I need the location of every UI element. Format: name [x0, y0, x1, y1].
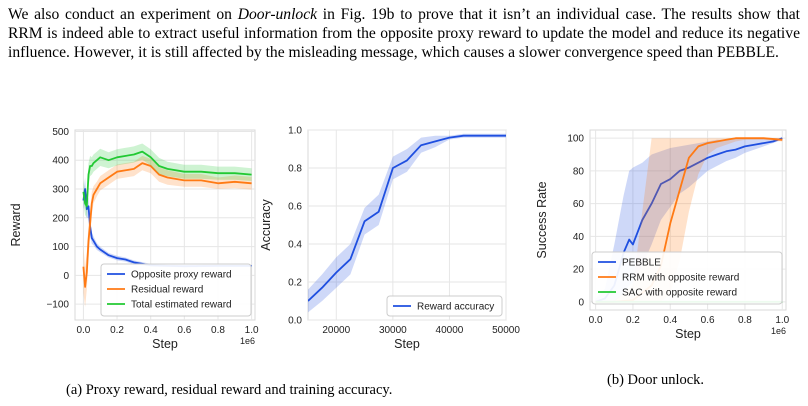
success-rate-chart: 0 20 40 60 80 100 0.0 0.2 0.4 0.6 0.8 1.0 Step Succes…: [530, 118, 808, 358]
y-axis-label: Reward: [9, 203, 23, 246]
x-tick-label: 0.8: [738, 315, 752, 326]
caption-b: (b) Door unlock.: [607, 372, 705, 388]
y-tick-label: 0.4: [288, 240, 302, 251]
paragraph-part-2: in Fig. 19b to prove that it isn’t an in…: [8, 6, 800, 61]
x-offset-label: 1e6: [240, 336, 255, 346]
x-tick-label: 30000: [379, 325, 407, 336]
x-tick-label: 0.0: [589, 315, 603, 326]
x-axis-label: Step: [152, 337, 178, 351]
accuracy-chart: 0.0 0.2 0.4 0.6 0.8 1.0 20000 30000 40000 50000 St…: [259, 118, 520, 358]
x-tick-label: 0.6: [177, 325, 191, 336]
y-tick-label: 0.2: [288, 278, 302, 289]
legend-label: Total estimated reward: [131, 300, 232, 311]
x-offset-label: 1e6: [771, 326, 786, 336]
legend-label: SAC with opposite reward: [622, 288, 737, 299]
y-tick-label: 400: [52, 156, 69, 167]
x-tick-label: 1.0: [245, 325, 259, 336]
y-tick-label: 200: [52, 213, 69, 224]
y-tick-label: 20: [573, 265, 585, 276]
y-tick-label: 60: [573, 199, 585, 210]
legend-label: PEBBLE: [622, 258, 661, 269]
legend-label: Reward accuracy: [417, 302, 494, 313]
y-tick-label: 0: [578, 297, 584, 308]
y-tick-label: 300: [52, 185, 69, 196]
y-tick-label: 500: [52, 127, 69, 138]
confidence-band-2: [83, 143, 252, 218]
caption-a: (a) Proxy reward, residual reward and tr…: [66, 382, 393, 398]
y-tick-label: 80: [573, 166, 585, 177]
x-tick-label: 0.2: [110, 325, 124, 336]
x-tick-label: 0.2: [626, 315, 640, 326]
x-tick-label: 40000: [436, 325, 464, 336]
y-tick-label: 0: [63, 271, 69, 282]
legend: PEBBLE RRM with opposite reward SAC with o…: [591, 251, 783, 305]
series-line-2: [82, 150, 252, 208]
legend-label: RRM with opposite reward: [622, 273, 739, 284]
paragraph-part-1: We also conduct an experiment on: [8, 6, 238, 23]
x-tick-label: 1.0: [775, 315, 789, 326]
y-tick-label: 40: [573, 232, 585, 243]
y-tick-label: −100: [46, 300, 69, 311]
y-axis-label: Accuracy: [259, 199, 273, 251]
x-tick-label: 50000: [492, 325, 520, 336]
x-tick-label: 0.8: [211, 325, 225, 336]
y-tick-label: 0.0: [288, 316, 302, 327]
legend: Opposite proxy reward Residual reward Tota…: [100, 263, 252, 317]
y-tick-label: 100: [567, 134, 584, 145]
series-group: [308, 133, 506, 313]
reward-chart: −100 0 100 200 300 400 500 0.0 0.2 0.4 0.6 0.8 1.0 St…: [0, 118, 275, 358]
series-line-0: [308, 134, 506, 302]
y-tick-label: 0.8: [288, 164, 302, 175]
y-axis-label: Success Rate: [535, 181, 549, 258]
y-tick-label: 100: [52, 242, 69, 253]
y-tick-label: 1.0: [288, 126, 302, 137]
y-tick-label: 0.6: [288, 202, 302, 213]
plot-area: [307, 129, 507, 321]
x-axis-label: Step: [675, 327, 701, 341]
x-tick-label: 0.4: [144, 325, 158, 336]
x-tick-label: 0.4: [663, 315, 677, 326]
series-line-0: [595, 137, 783, 303]
legend-label: Residual reward: [131, 285, 203, 296]
body-paragraph: We also conduct an experiment on Door-un…: [8, 5, 800, 62]
x-tick-label: 0.0: [76, 325, 90, 336]
legend: Reward accuracy: [386, 295, 503, 317]
legend-label: Opposite proxy reward: [131, 270, 232, 281]
x-tick-label: 20000: [322, 325, 350, 336]
series-line-1: [82, 162, 252, 288]
paragraph-task-name: Door-unlock: [237, 6, 318, 23]
x-axis-label: Step: [394, 337, 420, 351]
x-tick-label: 0.6: [701, 315, 715, 326]
confidence-band-0: [308, 133, 506, 313]
